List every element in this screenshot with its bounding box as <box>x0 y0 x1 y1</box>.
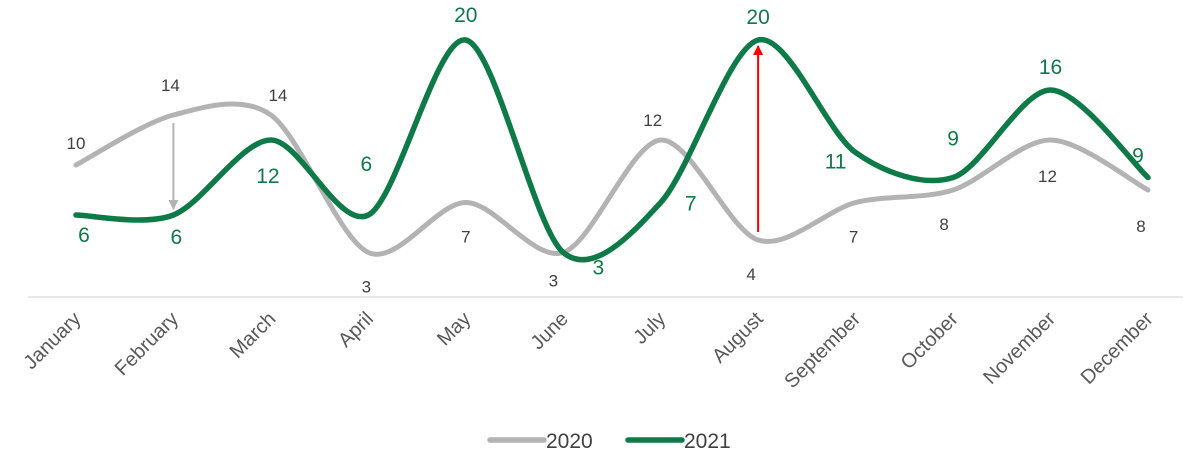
data-label-2020-march: 14 <box>268 86 287 105</box>
data-label-2020-december: 8 <box>1136 217 1145 236</box>
x-tick-label-september: September <box>780 308 865 393</box>
x-tick-label-april: April <box>334 308 378 352</box>
data-label-2021-september: 11 <box>825 151 847 174</box>
data-label-2020-july: 12 <box>643 111 662 130</box>
data-label-2020-february: 14 <box>161 76 180 95</box>
data-label-2020-may: 7 <box>461 228 470 247</box>
x-tick-label-may: May <box>433 308 475 350</box>
data-label-2021-august: 20 <box>746 6 769 29</box>
x-tick-label-march: March <box>226 308 281 363</box>
data-label-2020-october: 8 <box>939 215 948 234</box>
data-label-2021-july: 7 <box>685 193 697 216</box>
data-label-2021-april: 6 <box>361 153 373 176</box>
series-line-2021 <box>73 37 1151 263</box>
data-label-2021-january: 6 <box>78 224 90 247</box>
data-label-2020-september: 7 <box>849 228 858 247</box>
data-label-2021-may: 20 <box>454 4 477 27</box>
data-label-2020-april: 3 <box>362 278 371 297</box>
x-tick-label-december: December <box>1077 308 1158 389</box>
series-line-2020 <box>73 101 1151 257</box>
x-tick-label-august: August <box>708 308 768 368</box>
x-tick-label-february: February <box>111 308 183 380</box>
legend-label-2020: 2020 <box>546 430 593 453</box>
data-label-2020-june: 3 <box>549 272 558 291</box>
x-tick-label-october: October <box>897 308 963 374</box>
data-label-2021-june: 3 <box>592 257 604 280</box>
data-label-2021-february: 6 <box>171 226 183 249</box>
data-label-2020-november: 12 <box>1038 167 1057 186</box>
data-label-2021-december: 9 <box>1132 145 1144 168</box>
x-tick-label-june: June <box>527 308 573 354</box>
legend: 2020 2021 <box>487 430 731 453</box>
x-tick-label-july: July <box>630 308 671 349</box>
data-label-2020-august: 4 <box>746 265 755 284</box>
data-label-2021-november: 16 <box>1039 56 1062 79</box>
data-label-2020-january: 10 <box>67 134 86 153</box>
legend-label-2021: 2021 <box>684 430 731 453</box>
data-label-2021-october: 9 <box>947 128 959 151</box>
data-label-2021-march: 12 <box>256 165 279 188</box>
x-tick-label-january: January <box>20 308 86 374</box>
x-tick-label-november: November <box>979 308 1060 389</box>
